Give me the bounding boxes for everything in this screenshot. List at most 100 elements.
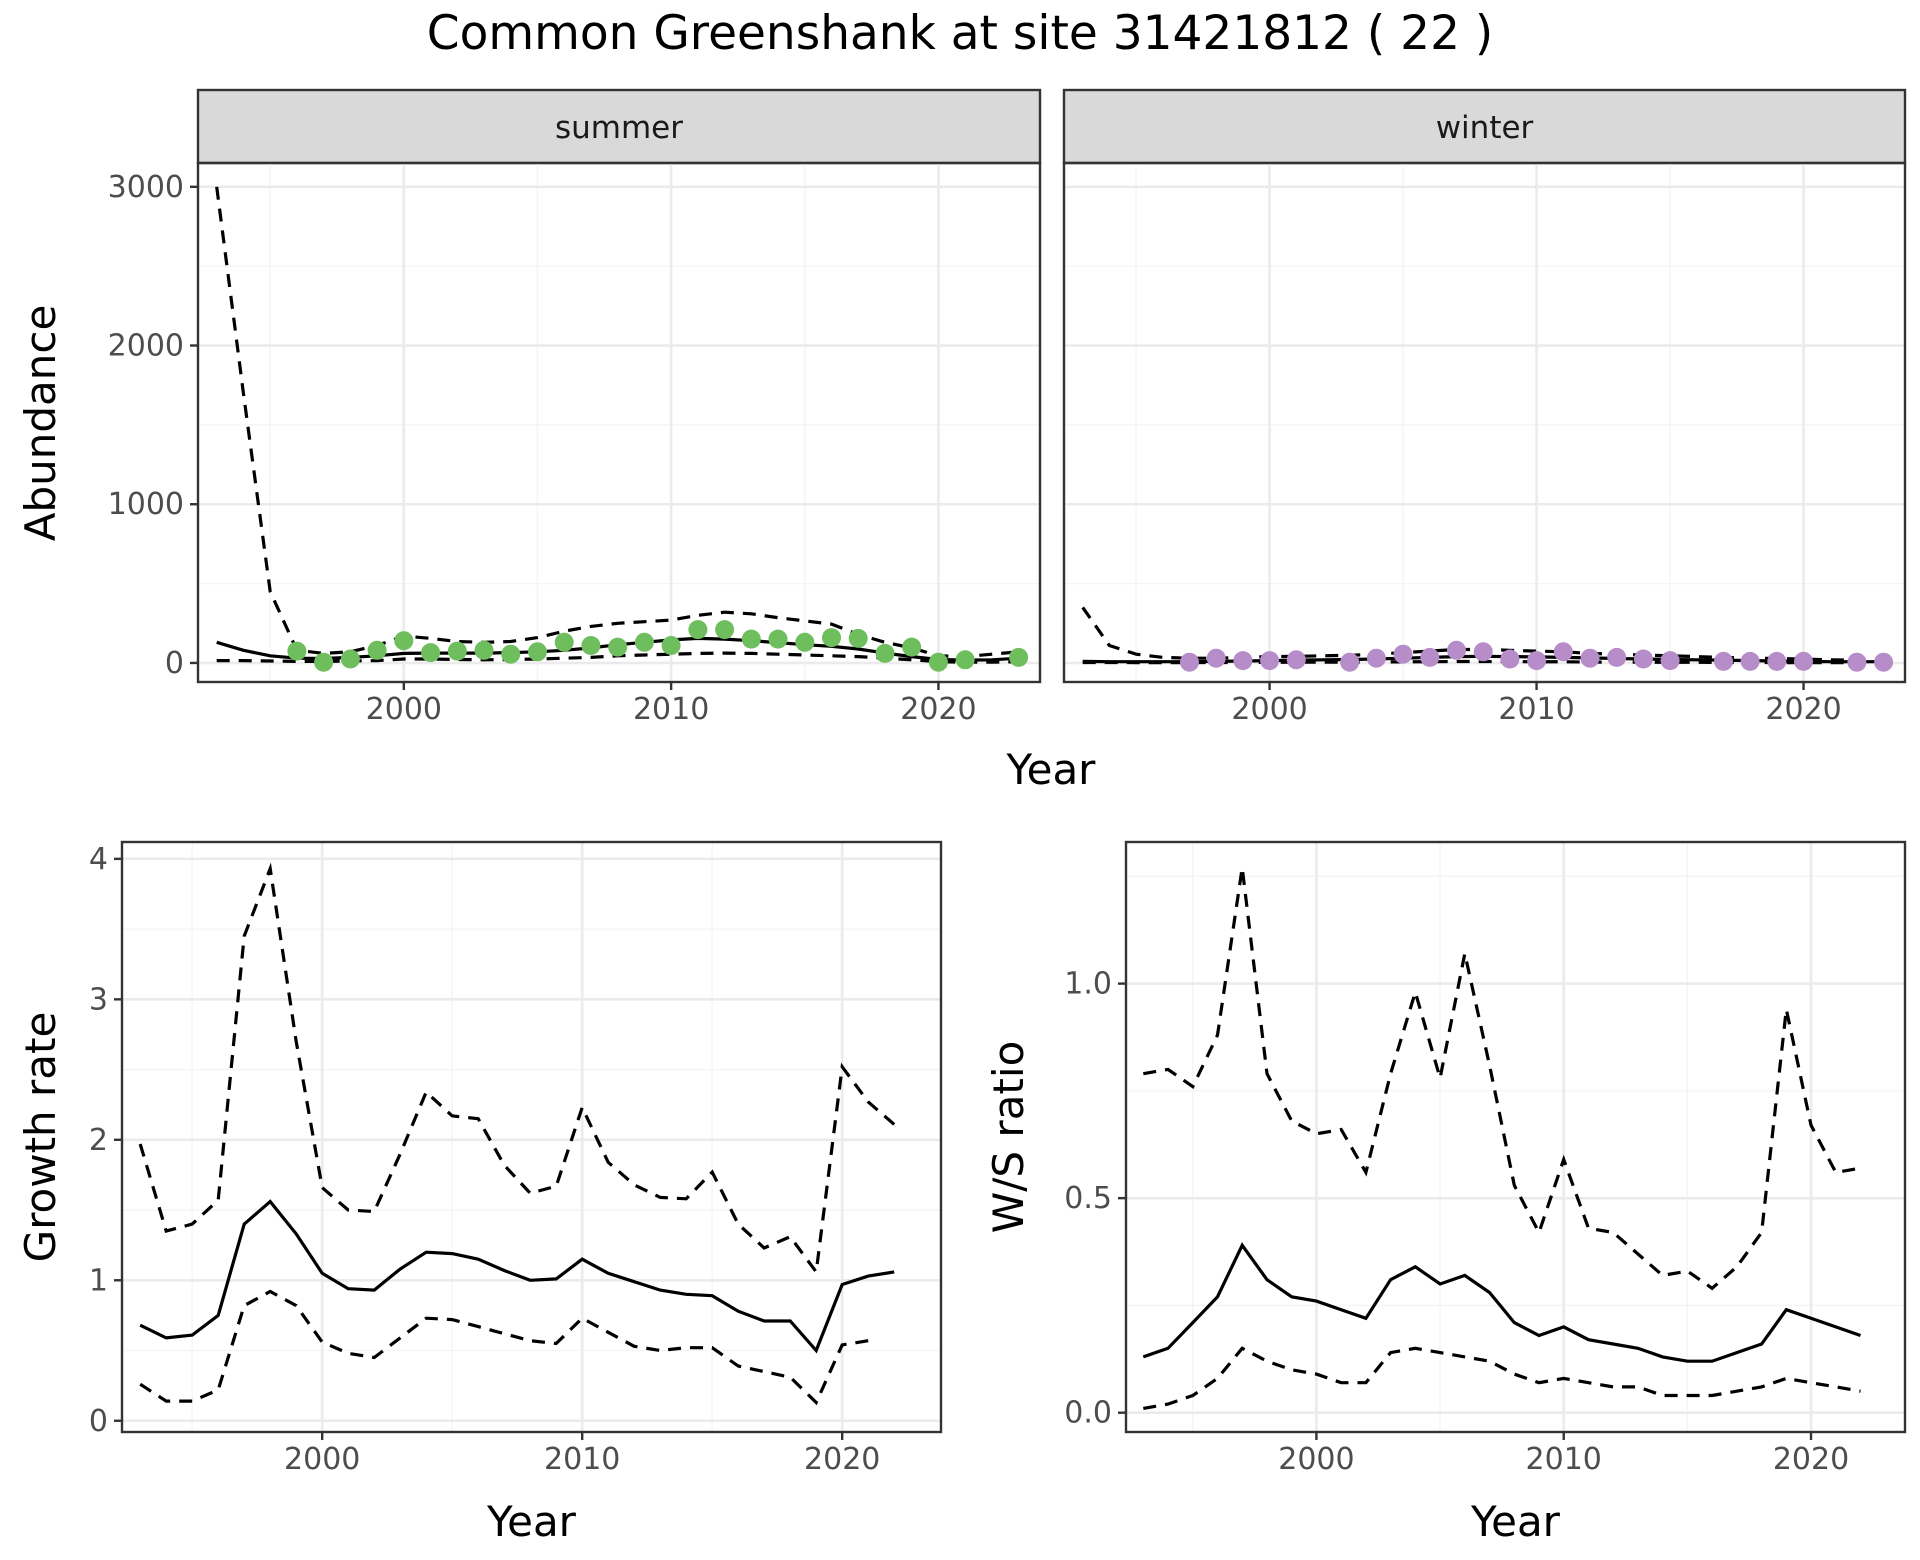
data-point xyxy=(608,637,628,657)
data-point xyxy=(474,640,494,660)
data-point xyxy=(501,644,521,664)
strip-summer: summer xyxy=(196,88,1042,165)
data-point xyxy=(1580,648,1600,668)
y-tick-label: 2 xyxy=(89,1123,108,1158)
figure-title: Common Greenshank at site 31421812 ( 22 … xyxy=(427,6,1494,61)
data-point xyxy=(688,620,708,640)
x-axis-title: Year xyxy=(1470,1497,1561,1546)
lower-bound-line xyxy=(139,1289,869,1406)
x-tick-label: 2010 xyxy=(1526,1442,1602,1477)
x-tick-label: 2010 xyxy=(544,1442,620,1477)
x-tick-label: 2000 xyxy=(1231,692,1307,727)
data-point xyxy=(340,649,360,669)
data-point xyxy=(1660,651,1680,671)
fitted-line xyxy=(1142,1242,1862,1363)
growth-rate-panel: 2000 2010 2020 0 1 2 3 4 xyxy=(89,840,943,1477)
y-tick-label: 3000 xyxy=(108,170,184,205)
data-point xyxy=(528,642,547,662)
data-point xyxy=(1794,651,1813,671)
data-point xyxy=(1767,651,1787,671)
data-point xyxy=(421,643,441,663)
data-point xyxy=(1874,652,1894,672)
data-point xyxy=(1366,648,1386,668)
x-tick-label: 2020 xyxy=(1773,1442,1849,1477)
data-point xyxy=(1206,648,1226,668)
data-point xyxy=(581,636,601,655)
data-point xyxy=(1180,652,1199,672)
upper-bound-line xyxy=(138,862,896,1277)
x-axis-title: Year xyxy=(1006,745,1097,794)
strip-label: summer xyxy=(555,110,683,146)
data-point xyxy=(795,632,815,652)
abundance-panel-summer: 2000 2010 2020 0 1000 2000 3000 xyxy=(108,161,1042,727)
x-tick-label: 2020 xyxy=(900,692,976,727)
data-layer xyxy=(1142,867,1862,1410)
data-point xyxy=(715,620,735,640)
y-tick-label: 1.0 xyxy=(1064,967,1112,1002)
data-point xyxy=(634,632,654,652)
fitted-line xyxy=(139,1199,895,1354)
data-point xyxy=(741,629,761,649)
data-point xyxy=(875,643,895,663)
x-tick-label: 2000 xyxy=(366,692,442,727)
data-point xyxy=(394,631,414,651)
strip-label: winter xyxy=(1436,110,1534,146)
data-point xyxy=(1473,642,1493,662)
y-tick-label: 2000 xyxy=(108,329,184,364)
panel-border xyxy=(120,840,943,1434)
data-point xyxy=(1847,652,1867,672)
y-axis-title: Growth rate xyxy=(16,1012,65,1263)
data-point xyxy=(1527,651,1547,671)
panel-border xyxy=(196,161,1042,684)
data-point xyxy=(955,650,975,670)
data-point xyxy=(1009,647,1029,667)
data-point xyxy=(554,632,574,652)
data-point xyxy=(287,641,307,661)
data-point xyxy=(1286,650,1306,670)
x-tick-label: 2010 xyxy=(1498,692,1574,727)
x-tick-label: 2010 xyxy=(633,692,709,727)
data-point xyxy=(1714,651,1733,671)
upper-bound-line xyxy=(215,186,1019,659)
data-point xyxy=(1233,651,1253,671)
y-tick-label: 0 xyxy=(89,1404,108,1439)
y-tick-label: 0.5 xyxy=(1064,1181,1112,1216)
data-point xyxy=(848,628,868,648)
data-point xyxy=(367,640,387,660)
data-point xyxy=(928,652,948,672)
strip-background xyxy=(196,88,1042,165)
upper-bound-line xyxy=(1143,867,1861,1291)
data-point xyxy=(447,641,467,661)
y-tick-label: 1 xyxy=(89,1263,108,1298)
y-tick-label: 0.0 xyxy=(1064,1396,1112,1431)
data-point xyxy=(1633,649,1653,669)
x-tick-label: 2020 xyxy=(804,1442,880,1477)
x-axis-title: Year xyxy=(486,1497,577,1546)
data-point xyxy=(314,652,334,672)
abundance-panel-winter: 2000 2010 2020 xyxy=(1062,161,1907,727)
x-tick-label: 2020 xyxy=(1765,692,1841,727)
data-layer xyxy=(138,862,896,1406)
lower-bound-line xyxy=(1143,1346,1861,1410)
x-tick-label: 2000 xyxy=(1278,1442,1354,1477)
panel-border xyxy=(1062,161,1907,684)
data-point xyxy=(661,636,681,655)
panel-border xyxy=(1124,840,1907,1434)
y-tick-label: 0 xyxy=(165,646,184,681)
data-point xyxy=(1340,652,1360,672)
data-point xyxy=(1553,642,1573,662)
data-point xyxy=(1420,647,1440,667)
data-point xyxy=(822,628,841,648)
data-point xyxy=(1447,640,1466,660)
data-point xyxy=(902,637,922,657)
y-tick-label: 3 xyxy=(89,982,108,1017)
y-axis-title: W/S ratio xyxy=(984,1041,1033,1234)
data-layer xyxy=(215,186,1029,672)
data-point xyxy=(1260,651,1280,671)
data-point xyxy=(1607,647,1627,667)
y-tick-label: 1000 xyxy=(108,487,184,522)
data-point xyxy=(768,629,788,649)
ws-ratio-panel: 2000 2010 2020 0.0 0.5 1.0 xyxy=(1064,840,1907,1477)
